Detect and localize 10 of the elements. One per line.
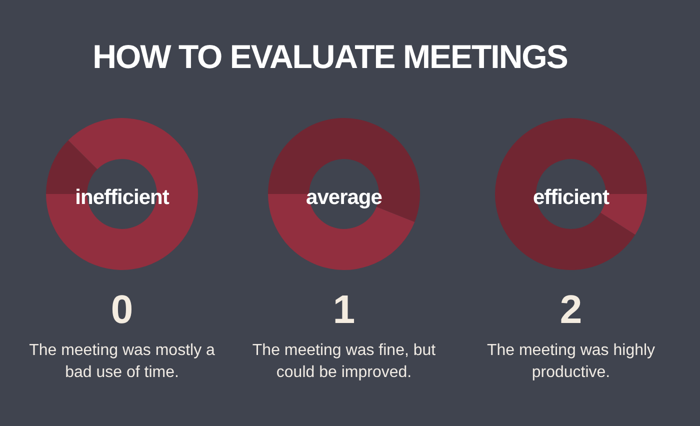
text: 2 [558, 288, 584, 333]
text: inefficient [74, 186, 170, 210]
text: average [305, 186, 383, 210]
text: 0 [110, 288, 134, 333]
text: The meeting was highly productive. [486, 341, 656, 383]
text: efficient [532, 186, 610, 210]
text: The meeting was mostly a bad use of time. [28, 341, 216, 383]
text: The meeting was fine, but could be improved. [251, 341, 437, 383]
text: HOW TO EVALUATE MEETINGS [92, 38, 568, 76]
text: 1 [332, 288, 356, 333]
